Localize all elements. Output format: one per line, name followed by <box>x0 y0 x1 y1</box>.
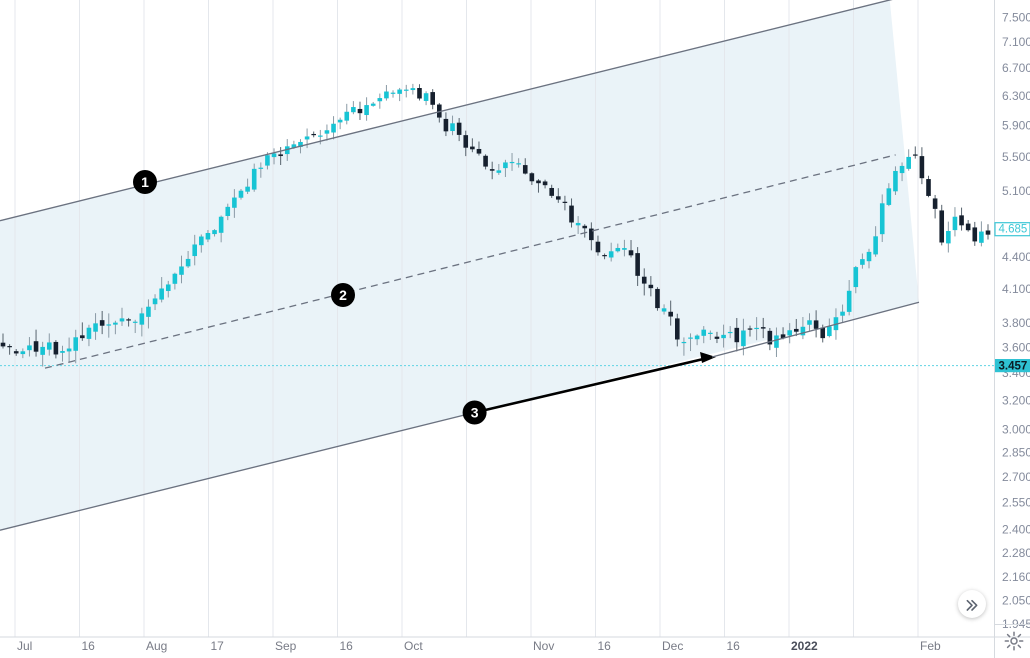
svg-text:3: 3 <box>471 405 479 421</box>
svg-text:2.050: 2.050 <box>1002 594 1030 608</box>
svg-text:16: 16 <box>82 639 96 653</box>
svg-text:1: 1 <box>141 174 149 190</box>
svg-text:2.280: 2.280 <box>1002 546 1030 560</box>
svg-text:16: 16 <box>727 639 741 653</box>
svg-text:3.200: 3.200 <box>1002 393 1030 407</box>
svg-text:6.300: 6.300 <box>1002 89 1030 103</box>
svg-text:2.550: 2.550 <box>1002 496 1030 510</box>
svg-text:2.400: 2.400 <box>1002 523 1030 537</box>
svg-text:Jul: Jul <box>17 639 32 653</box>
svg-text:3.000: 3.000 <box>1002 422 1030 436</box>
svg-text:Dec: Dec <box>662 639 683 653</box>
svg-text:3.800: 3.800 <box>1002 316 1030 330</box>
svg-text:Sep: Sep <box>275 639 297 653</box>
svg-text:16: 16 <box>598 639 612 653</box>
svg-text:7.500: 7.500 <box>1002 10 1030 24</box>
svg-text:5.900: 5.900 <box>1002 118 1030 132</box>
svg-text:4.100: 4.100 <box>1002 282 1030 296</box>
svg-text:Feb: Feb <box>920 639 941 653</box>
svg-text:4.400: 4.400 <box>1002 250 1030 264</box>
svg-text:3.457: 3.457 <box>999 360 1028 372</box>
svg-text:16: 16 <box>340 639 354 653</box>
svg-text:5.500: 5.500 <box>1002 150 1030 164</box>
svg-text:2.850: 2.850 <box>1002 446 1030 460</box>
svg-text:5.100: 5.100 <box>1002 184 1030 198</box>
svg-text:17: 17 <box>211 639 225 653</box>
svg-text:3.600: 3.600 <box>1002 340 1030 354</box>
svg-text:2.700: 2.700 <box>1002 470 1030 484</box>
svg-text:7.100: 7.100 <box>1002 35 1030 49</box>
svg-text:4.685: 4.685 <box>999 224 1028 236</box>
svg-text:Nov: Nov <box>533 639 554 653</box>
svg-text:2: 2 <box>339 287 347 303</box>
svg-text:Aug: Aug <box>146 639 167 653</box>
svg-text:6.700: 6.700 <box>1002 61 1030 75</box>
svg-text:2022: 2022 <box>791 639 818 653</box>
svg-text:2.160: 2.160 <box>1002 570 1030 584</box>
svg-text:Oct: Oct <box>404 639 423 653</box>
